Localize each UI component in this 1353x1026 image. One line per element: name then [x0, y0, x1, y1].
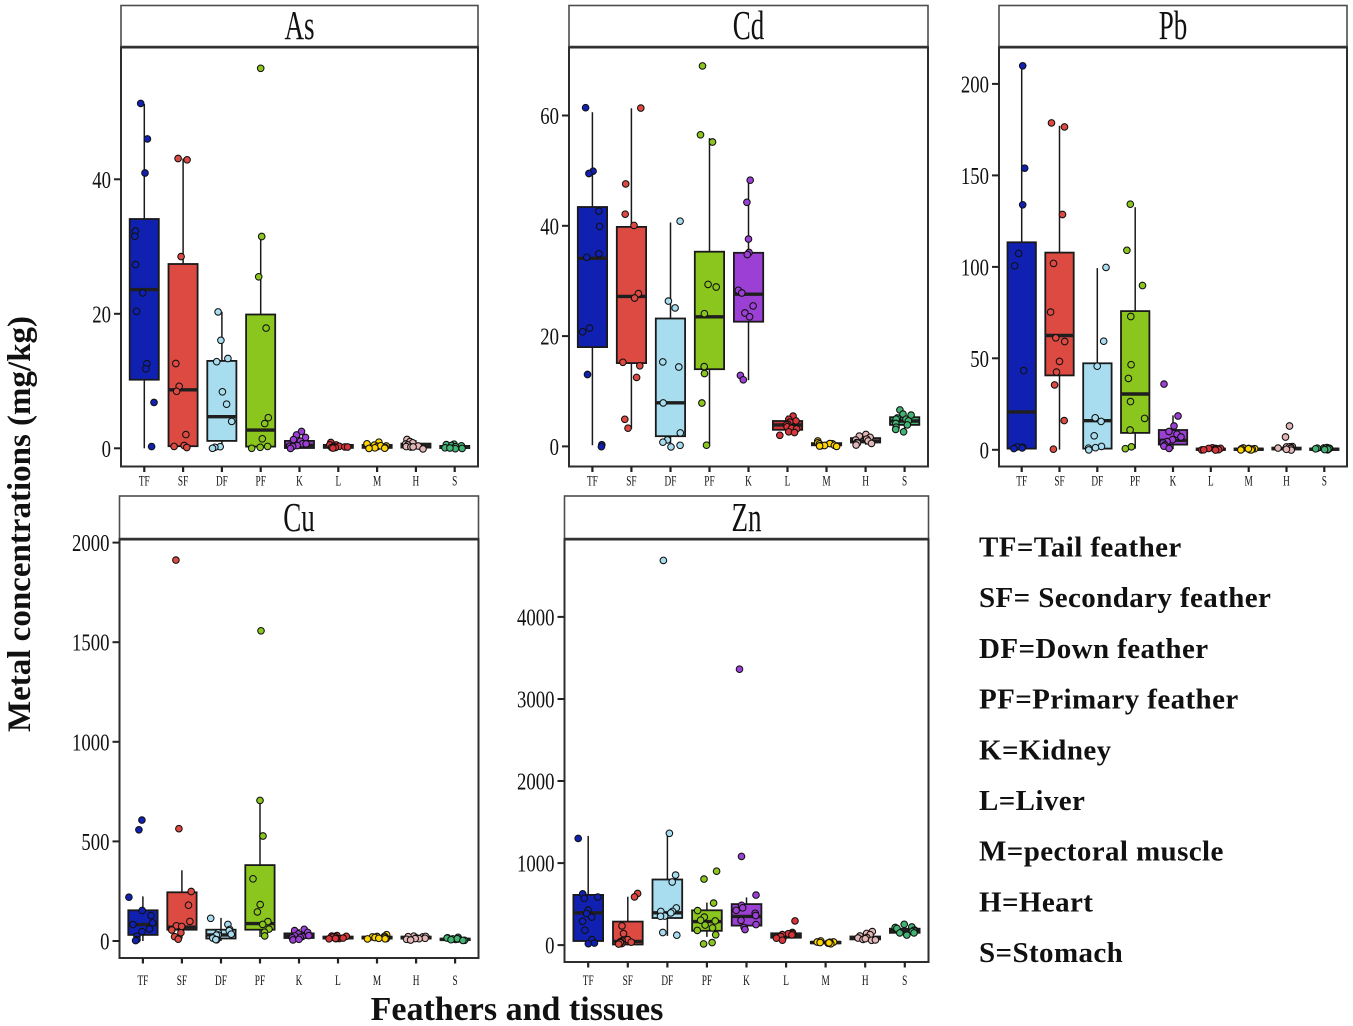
svg-text:0: 0 [550, 434, 559, 461]
svg-text:3000: 3000 [517, 686, 554, 713]
svg-text:L: L [335, 972, 341, 989]
svg-text:DF: DF [216, 472, 228, 489]
svg-text:H=Heart: H=Heart [979, 886, 1093, 918]
svg-text:H: H [862, 472, 869, 489]
svg-text:DF: DF [665, 472, 677, 489]
svg-text:Metal concentrations (mg/kg): Metal concentrations (mg/kg) [2, 316, 38, 732]
svg-text:S: S [902, 972, 907, 989]
svg-text:500: 500 [81, 829, 109, 856]
svg-text:K: K [743, 972, 750, 989]
svg-text:S: S [452, 472, 457, 489]
svg-text:TF: TF [583, 972, 594, 989]
svg-text:SF: SF [177, 972, 187, 989]
svg-text:50: 50 [970, 346, 989, 373]
svg-text:TF=Tail feather: TF=Tail feather [979, 532, 1182, 564]
svg-text:L: L [335, 472, 341, 489]
svg-text:SF= Secondary feather: SF= Secondary feather [979, 582, 1271, 614]
svg-text:K: K [1170, 472, 1177, 489]
svg-text:DF=Down feather: DF=Down feather [979, 633, 1209, 665]
svg-text:DF: DF [1091, 472, 1103, 489]
svg-text:2000: 2000 [517, 768, 554, 795]
svg-text:DF: DF [215, 972, 227, 989]
svg-text:PF: PF [1130, 472, 1140, 489]
svg-text:Cd: Cd [733, 2, 765, 48]
svg-text:K: K [296, 472, 303, 489]
svg-text:S: S [1322, 472, 1327, 489]
svg-text:L: L [783, 972, 789, 989]
svg-text:20: 20 [540, 323, 559, 350]
svg-text:DF: DF [661, 972, 673, 989]
svg-text:0: 0 [100, 928, 109, 955]
svg-text:S: S [453, 972, 458, 989]
svg-text:K: K [745, 472, 752, 489]
svg-text:PF: PF [255, 972, 265, 989]
svg-text:TF: TF [139, 472, 150, 489]
svg-text:S=Stomach: S=Stomach [979, 937, 1123, 969]
svg-text:K=Kidney: K=Kidney [979, 734, 1112, 766]
svg-text:40: 40 [540, 213, 559, 240]
svg-text:M: M [1245, 472, 1253, 489]
svg-text:M: M [373, 472, 381, 489]
svg-text:L: L [1208, 472, 1214, 489]
svg-text:SF: SF [623, 972, 633, 989]
svg-text:40: 40 [92, 167, 111, 194]
svg-text:0: 0 [102, 436, 111, 463]
svg-text:H: H [1283, 472, 1290, 489]
svg-text:2000: 2000 [72, 530, 109, 557]
svg-text:PF: PF [704, 472, 714, 489]
svg-text:PF: PF [256, 472, 266, 489]
svg-text:TF: TF [137, 972, 148, 989]
svg-text:PF=Primary feather: PF=Primary feather [979, 684, 1239, 716]
svg-text:1000: 1000 [72, 729, 109, 756]
svg-text:As: As [284, 2, 314, 48]
svg-text:M: M [822, 472, 830, 489]
svg-text:1500: 1500 [72, 630, 109, 657]
svg-text:200: 200 [961, 71, 989, 98]
svg-text:Cu: Cu [283, 494, 315, 540]
svg-text:M=pectoral muscle: M=pectoral muscle [979, 836, 1224, 868]
svg-text:60: 60 [540, 103, 559, 130]
svg-text:L: L [785, 472, 791, 489]
svg-text:150: 150 [961, 163, 989, 190]
svg-text:20: 20 [92, 301, 111, 328]
svg-text:SF: SF [626, 472, 636, 489]
svg-text:SF: SF [178, 472, 188, 489]
svg-text:K: K [296, 972, 303, 989]
svg-text:Zn: Zn [731, 494, 761, 540]
svg-text:Pb: Pb [1159, 2, 1188, 48]
svg-text:M: M [821, 972, 829, 989]
svg-text:H: H [862, 972, 869, 989]
svg-text:H: H [413, 972, 420, 989]
svg-text:4000: 4000 [517, 604, 554, 631]
svg-text:L=Liver: L=Liver [979, 785, 1085, 817]
svg-text:0: 0 [980, 437, 989, 464]
svg-text:TF: TF [587, 472, 598, 489]
svg-text:PF: PF [702, 972, 712, 989]
svg-text:H: H [413, 472, 420, 489]
svg-text:0: 0 [545, 932, 554, 959]
svg-text:Feathers and tissues: Feathers and tissues [371, 991, 664, 1026]
svg-text:100: 100 [961, 254, 989, 281]
svg-text:M: M [373, 972, 381, 989]
svg-text:TF: TF [1016, 472, 1027, 489]
svg-text:S: S [902, 472, 907, 489]
svg-text:SF: SF [1054, 472, 1064, 489]
svg-text:1000: 1000 [517, 850, 554, 877]
